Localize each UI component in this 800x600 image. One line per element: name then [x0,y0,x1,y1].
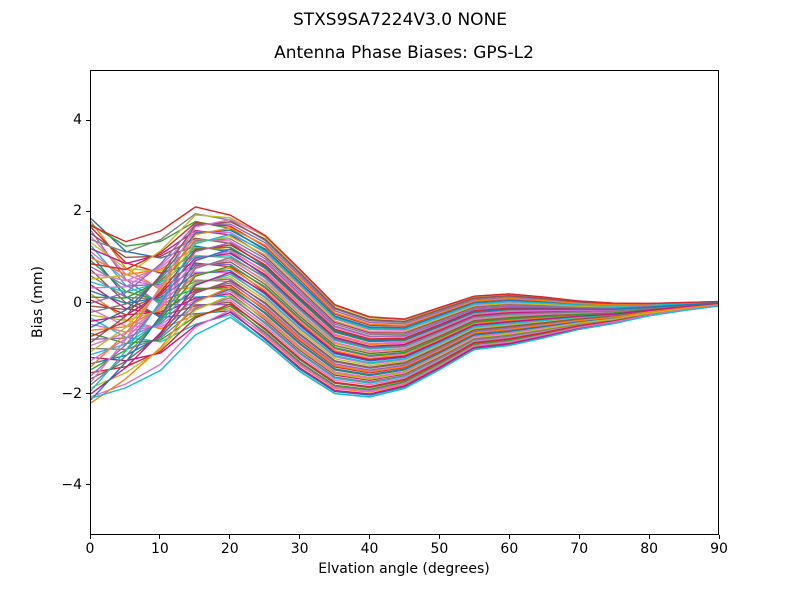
x-tick-label: 10 [150,541,169,557]
bias-curves-canvas [91,206,718,404]
bias-curve [91,305,718,399]
bias-curve [91,248,718,401]
plot-area [90,70,719,535]
y-tick-mark [86,484,90,486]
y-tick-mark [86,302,90,303]
x-tick-label: 20 [220,541,239,557]
bias-curve [91,294,718,389]
x-axis-label: Elvation angle (degrees) [318,561,490,577]
y-axis-label: Bias (mm) [30,265,46,339]
axes-title: Antenna Phase Biases: GPS-L2 [274,43,534,63]
x-tick-label: 50 [430,541,449,557]
bias-curve [91,242,718,377]
x-tick-mark [369,535,371,539]
x-tick-mark [508,535,510,539]
x-tick-label: 40 [360,541,379,557]
x-tick-label: 60 [500,541,519,557]
x-tick-mark [89,535,91,539]
x-tick-mark [159,535,161,539]
x-tick-label: 90 [710,541,728,557]
y-tick-label: 0 [73,294,82,311]
y-tick-label: −4 [61,476,82,493]
x-tick-mark [648,535,650,539]
bias-curve [91,206,718,320]
y-tick-label: 2 [73,203,82,220]
bias-curve [91,256,718,386]
bias-curve [91,305,718,398]
bias-curve [91,233,718,392]
x-tick-label: 80 [640,541,659,557]
bias-curve [91,303,718,388]
bias-curve [91,227,718,368]
y-tick-label: −2 [61,385,82,402]
x-tick-label: 0 [85,541,95,557]
x-tick-mark [438,535,440,539]
y-tick-mark [86,119,90,121]
bias-curve [91,286,718,404]
figure-suptitle: STXS9SA7224V3.0 NONE [292,10,508,30]
x-tick-mark [229,535,231,539]
x-tick-mark [299,535,301,539]
x-tick-label: 70 [570,541,589,557]
bias-curve [91,271,718,395]
x-tick-mark [718,535,720,539]
y-tick-mark [86,210,90,212]
bias-curve [91,279,718,380]
bias-curve [91,265,718,371]
y-tick-mark [86,393,90,395]
x-tick-mark [578,535,580,539]
x-tick-label: 30 [290,541,309,557]
y-tick-label: 4 [73,112,82,129]
